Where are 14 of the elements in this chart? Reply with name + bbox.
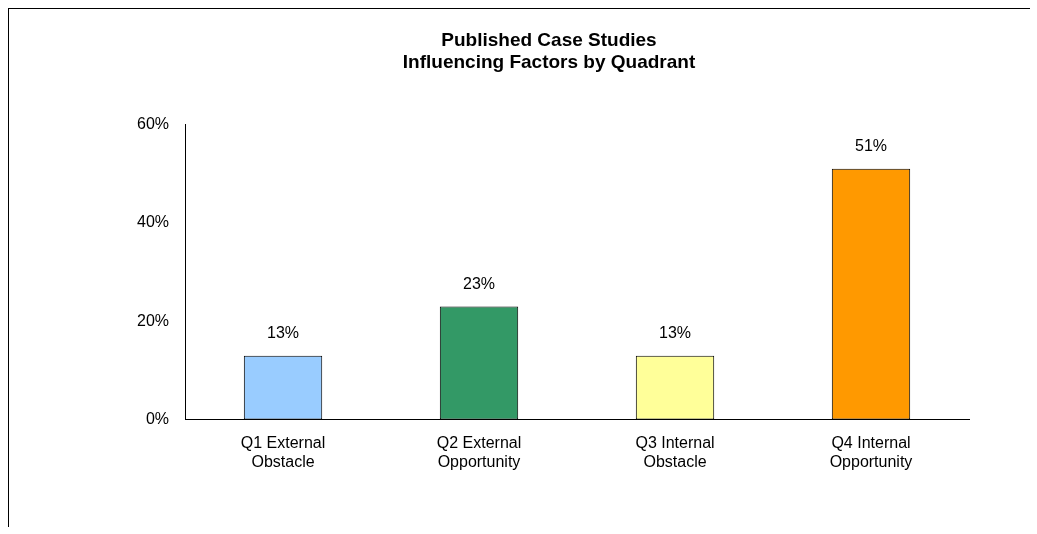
data-label: 23% <box>463 274 496 292</box>
x-tick-label: Q2 External Opportunity <box>436 433 522 470</box>
data-label: 51% <box>854 137 888 155</box>
x-tick-label: Q1 External Obstacle <box>240 433 326 470</box>
x-tick-label: Q4 Internal Opportunity <box>829 433 913 470</box>
y-tick-label: 40% <box>136 213 170 231</box>
data-label: 13% <box>267 324 300 342</box>
text: Influencing Factors by Quadrant <box>402 51 696 73</box>
text: Published Case Studies <box>441 28 657 50</box>
y-tick-label: 0% <box>145 410 170 428</box>
y-tick-label: 60% <box>136 115 170 133</box>
x-tick-label: Q3 Internal Obstacle <box>635 433 715 470</box>
data-label: 13% <box>658 324 692 342</box>
y-tick-label: 20% <box>136 311 170 329</box>
